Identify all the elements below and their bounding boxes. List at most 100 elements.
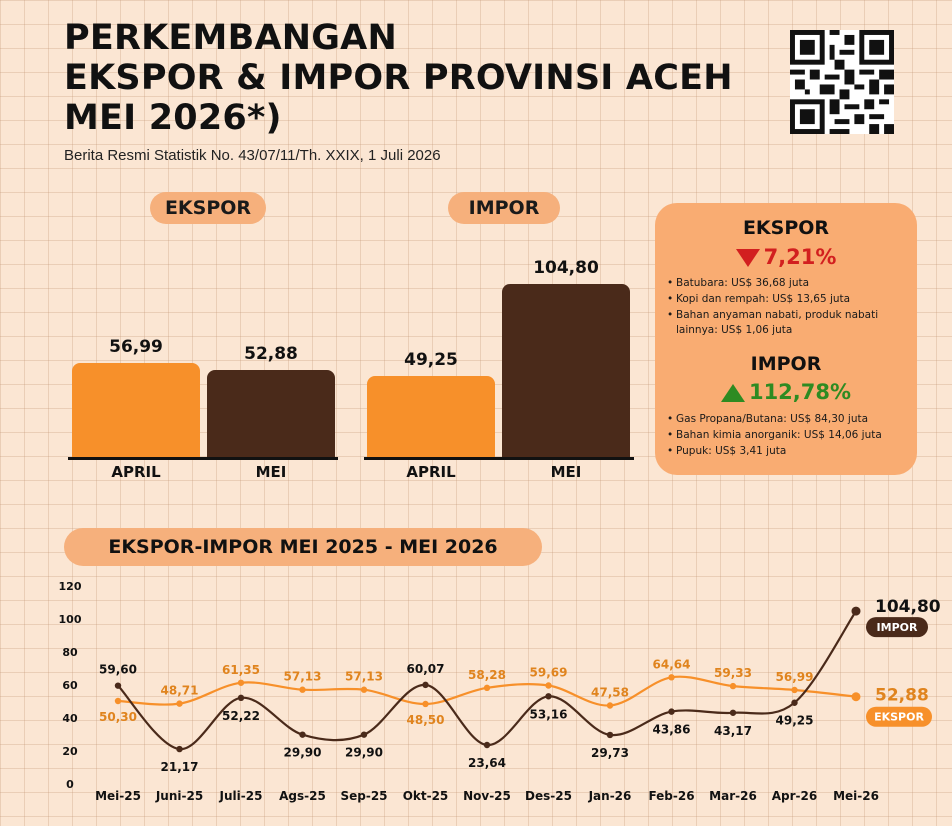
x-tick-label: Mei-26 [833,789,879,803]
impor-data-label: 52,22 [222,709,260,723]
qr-code-icon[interactable] [790,30,894,134]
ekspor-point [422,700,429,708]
list-item: Kopi dan rempah: US$ 13,65 juta [667,292,911,307]
impor-data-label: 43,17 [714,724,752,738]
ekspor-data-label: 57,13 [345,670,383,684]
impor-point [176,745,183,753]
title-line-3: MEI 2026*) [64,98,282,138]
x-tick-label: Jan-26 [588,789,632,803]
trend-line-chart: 0 20 40 60 80 100 120 Mei-25 Juni-25 Juli-25 Ags-2… [59,580,941,803]
title-line-1: PERKEMBANGAN [64,18,397,58]
impor-mei-value: 104,80 [533,258,599,279]
ekspor-bar-baseline [68,457,338,460]
ekspor-april-label: APRIL [111,463,161,481]
impor-april-bar [367,375,495,457]
x-tick-label: Nov-25 [463,789,511,803]
impor-data-label: 43,86 [653,723,691,737]
ekspor-data-label: 47,58 [591,685,629,699]
x-tick-label: Okt-25 [403,789,449,803]
y-tick-label: 20 [62,745,78,758]
impor-point [237,694,245,702]
impor-change-value: 112,78% [748,380,852,404]
commodity-summary-panel: EKSPOR 7,21% Batubara: US$ 36,68 juta Ko… [655,203,917,475]
ekspor-data-label: 59,33 [714,666,752,680]
panel-ekspor-heading: EKSPOR [742,217,830,239]
impor-april-label: APRIL [406,463,456,481]
ekspor-data-label: 50,30 [99,710,137,724]
ekspor-commodity-list: Batubara: US$ 36,68 juta Kopi dan rempah… [667,276,911,339]
list-item: Batubara: US$ 36,68 juta [667,276,911,291]
impor-point [360,731,368,738]
ekspor-legend-label: EKSPOR [874,711,924,724]
up-triangle-icon [720,384,745,402]
y-tick-label: 80 [62,646,78,659]
ekspor-change-value: 7,21% [763,245,837,269]
ekspor-point [851,692,861,702]
impor-data-label: 60,07 [407,662,445,676]
ekspor-legend-pill [866,706,932,727]
impor-data-label: 59,60 [99,663,137,677]
y-tick-label: 40 [62,712,78,725]
ekspor-point [606,702,614,709]
ekspor-last-value: 52,88 [875,686,929,706]
y-tick-label: 0 [66,778,74,791]
ekspor-mei-label: MEI [255,463,287,481]
impor-bar-heading: IMPOR [448,192,560,224]
impor-mei-bar [502,284,630,457]
impor-point [791,699,798,706]
impor-point [545,693,552,700]
ekspor-april-value: 56,99 [109,336,163,357]
down-triangle-icon [735,249,760,267]
list-item: Gas Propana/Butana: US$ 84,30 juta [667,412,911,427]
impor-point [851,606,861,616]
x-tick-label: Sep-25 [340,789,387,803]
ekspor-data-label: 48,50 [407,713,445,727]
ekspor-data-label: 57,13 [284,670,322,684]
impor-point [668,708,675,715]
impor-mei-label: MEI [550,463,582,481]
y-tick-label: 120 [59,580,82,593]
impor-data-label: 23,64 [468,756,506,770]
ekspor-point [545,682,552,689]
ekspor-data-label: 61,35 [222,663,260,677]
impor-legend-pill [866,617,928,638]
ekspor-april-bar [72,362,200,457]
impor-data-label: 29,90 [345,746,383,760]
ekspor-mei-bar [207,369,335,457]
ekspor-point [114,697,122,705]
impor-legend-label: IMPOR [877,621,918,634]
trend-chart-title: EKSPOR-IMPOR MEI 2025 - MEI 2026 [64,528,542,566]
panel-impor-change: 112,78% [655,380,917,404]
impor-point [606,731,614,739]
title-line-2: EKSPOR & IMPOR PROVINSI ACEH [64,58,733,98]
y-tick-label: 60 [62,679,78,692]
ekspor-point [237,679,245,686]
impor-data-label: 29,90 [284,746,322,760]
ekspor-data-label: 59,69 [530,666,568,680]
x-tick-label: Des-25 [525,789,572,803]
ekspor-point [791,686,798,694]
ekspor-point [176,700,183,707]
list-item: Bahan anyaman nabati, produk nabati lain… [667,308,911,338]
impor-data-label: 29,73 [591,746,629,760]
impor-april-value: 49,25 [404,349,458,370]
panel-ekspor-change: 7,21% [655,245,917,269]
ekspor-data-label: 48,71 [161,684,199,698]
impor-point [114,682,122,689]
impor-point [299,731,306,738]
impor-point [483,741,491,749]
panel-impor-heading: IMPOR [750,353,822,375]
impor-data-label: 21,17 [161,760,199,774]
x-tick-label: Juli-25 [219,789,263,803]
ekspor-point [668,674,675,681]
release-reference: Berita Resmi Statistik No. 43/07/11/Th. … [64,147,441,164]
impor-data-label: 49,25 [776,714,814,728]
ekspor-point [360,686,368,693]
ekspor-data-label: 58,28 [468,668,506,682]
x-tick-label: Ags-25 [279,789,326,803]
impor-last-value: 104,80 [875,597,941,617]
ekspor-point [299,686,306,693]
x-tick-label: Mar-26 [709,789,757,803]
ekspor-data-label: 64,64 [653,657,691,671]
ekspor-point [729,682,737,690]
